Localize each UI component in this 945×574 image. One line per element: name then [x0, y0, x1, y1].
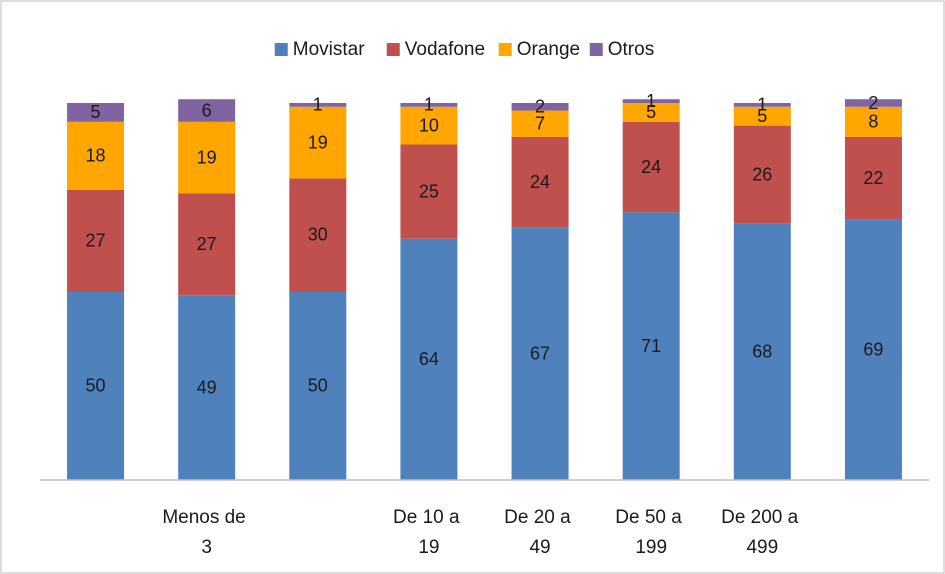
- data-label: 6: [202, 100, 212, 120]
- bar-segment: [400, 144, 458, 239]
- legend-label: Otros: [608, 39, 654, 60]
- bar-segment: [511, 136, 569, 228]
- bar-segment: [400, 238, 458, 480]
- bar-segment: [67, 189, 125, 292]
- x-tick-line: 499: [746, 537, 778, 558]
- x-tick-label: De 20 a 49: [504, 507, 576, 558]
- x-tick-label: De 10 a 19: [393, 507, 465, 558]
- data-label: 19: [197, 147, 217, 167]
- data-label: 2: [868, 93, 878, 113]
- data-label: 1: [646, 91, 656, 111]
- bar-segment: [178, 99, 236, 122]
- bar-segment: [178, 193, 236, 296]
- x-tick-line: 49: [529, 537, 550, 558]
- bar-segment: [622, 212, 680, 480]
- bar-segment: [400, 103, 458, 107]
- bar-segment: [511, 103, 569, 111]
- legend-swatch: [589, 43, 603, 56]
- x-tick-line: De 50 a: [615, 507, 687, 528]
- bar-segment: [289, 178, 347, 292]
- bar-segment: [844, 99, 902, 107]
- x-tick-line: De 200 a: [721, 507, 803, 528]
- bar-segment: [289, 103, 347, 107]
- x-tick-line: 199: [635, 537, 667, 558]
- x-tick-line: De 20 a: [504, 507, 576, 528]
- bar-segment: [844, 219, 902, 480]
- x-tick-label: De 50 a 199: [615, 507, 687, 558]
- data-label: 5: [757, 106, 767, 126]
- x-tick-line: 3: [201, 537, 212, 558]
- data-label: 69: [863, 340, 883, 360]
- legend-swatch: [386, 43, 400, 56]
- data-label: 19: [308, 132, 328, 152]
- data-label: 64: [419, 349, 439, 369]
- data-label: 67: [530, 343, 550, 363]
- x-tick-label: Menos de 3: [162, 507, 251, 558]
- data-label: 5: [646, 102, 656, 122]
- data-label: 1: [313, 95, 323, 115]
- bar-segment: [844, 136, 902, 220]
- data-label: 10: [419, 115, 439, 135]
- x-tick-line: Menos de: [162, 507, 251, 528]
- legend-swatch: [498, 43, 512, 56]
- data-label: 26: [752, 164, 772, 184]
- data-label: 49: [197, 377, 217, 397]
- data-label: 1: [424, 95, 434, 115]
- data-label: 68: [752, 342, 772, 362]
- bar-segment: [289, 291, 347, 480]
- data-label: 2: [535, 97, 545, 117]
- data-label: 5: [91, 102, 101, 122]
- bar-segment: [622, 99, 680, 103]
- data-label: 50: [86, 376, 106, 396]
- bar-segment: [511, 227, 569, 480]
- bar-segment: [733, 223, 791, 480]
- data-label: 50: [308, 376, 328, 396]
- data-label: 8: [868, 112, 878, 132]
- x-tick-line: 19: [418, 537, 439, 558]
- data-label: 1: [757, 95, 767, 115]
- bar-segment: [733, 106, 791, 126]
- legend-label: Vodafone: [405, 39, 485, 60]
- data-label: 22: [863, 168, 883, 188]
- data-label: 7: [535, 113, 545, 133]
- data-label: 27: [86, 230, 106, 250]
- data-label: 25: [419, 181, 439, 201]
- data-label: 18: [86, 146, 106, 166]
- bar-segment: [733, 125, 791, 224]
- x-tick-line: De 10 a: [393, 507, 465, 528]
- data-label: 27: [197, 234, 217, 254]
- bar-segment: [622, 121, 680, 213]
- data-label: 71: [641, 336, 661, 356]
- data-label: 24: [530, 172, 550, 192]
- legend-swatch: [274, 43, 288, 56]
- bar-segment: [178, 121, 236, 194]
- bar-segment: [289, 106, 347, 179]
- data-label: 24: [641, 157, 661, 177]
- data-label: 30: [308, 225, 328, 245]
- bar-segment: [178, 295, 236, 480]
- bar-segment: [400, 106, 458, 145]
- legend-label: Movistar: [293, 39, 365, 60]
- legend-label: Orange: [517, 39, 580, 60]
- bar-segment: [733, 103, 791, 107]
- x-tick-label: De 200 a 499: [721, 507, 803, 558]
- bar-segment: [67, 103, 125, 122]
- bar-segment: [67, 291, 125, 480]
- bar-segment: [844, 106, 902, 137]
- bar-segment: [622, 103, 680, 122]
- bar-segment: [67, 121, 125, 190]
- bar-segment: [511, 110, 569, 137]
